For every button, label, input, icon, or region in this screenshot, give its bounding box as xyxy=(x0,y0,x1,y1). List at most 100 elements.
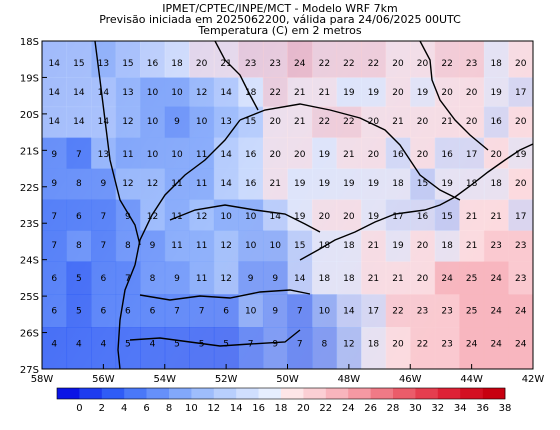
temp-cell xyxy=(410,294,436,328)
temp-value: 20 xyxy=(417,274,429,284)
temp-value: 10 xyxy=(147,88,159,98)
temp-value: 5 xyxy=(125,339,131,349)
colorbar-swatch xyxy=(258,388,282,399)
temp-cell xyxy=(459,77,485,108)
temp-value: 14 xyxy=(49,88,61,98)
temp-cell xyxy=(262,106,288,139)
temp-value: 15 xyxy=(122,59,133,69)
temp-cell xyxy=(66,77,92,108)
temp-cell xyxy=(189,199,215,232)
temp-cell xyxy=(213,137,239,170)
temp-cell xyxy=(42,199,68,232)
temp-value: 12 xyxy=(220,274,231,284)
colorbar-label: 0 xyxy=(76,403,82,414)
colorbar-label: 34 xyxy=(454,403,467,414)
temp-value: 17 xyxy=(515,212,526,222)
temp-cell xyxy=(336,294,362,328)
temp-cell xyxy=(508,294,533,328)
temp-value: 15 xyxy=(294,241,305,251)
temp-cell xyxy=(483,294,509,328)
temp-value: 10 xyxy=(171,88,183,98)
temp-value: 20 xyxy=(466,117,478,127)
temp-cell xyxy=(189,261,215,295)
temp-value: 7 xyxy=(101,241,107,251)
lat-tick-label: 25S xyxy=(20,292,39,303)
temp-value: 20 xyxy=(466,88,478,98)
map-title-line1: IPMET/CPTEC/INPE/MCT - Modelo WRF 7km xyxy=(162,2,398,15)
temp-value: 8 xyxy=(76,179,82,189)
colorbar-swatch xyxy=(437,388,461,399)
temp-cell xyxy=(91,168,117,201)
temp-value: 5 xyxy=(174,339,180,349)
temp-value: 21 xyxy=(294,88,305,98)
temp-value: 10 xyxy=(220,212,232,222)
temp-value: 14 xyxy=(73,88,85,98)
temp-value: 18 xyxy=(441,241,453,251)
temp-value: 16 xyxy=(490,117,502,127)
colorbar-label: 8 xyxy=(166,403,172,414)
temp-value: 11 xyxy=(196,179,207,189)
temp-cell xyxy=(42,137,68,170)
temp-value: 22 xyxy=(368,59,379,69)
temp-cell xyxy=(361,261,387,295)
temp-cell xyxy=(385,261,411,295)
temp-cell xyxy=(336,77,362,108)
temp-cell xyxy=(312,168,338,201)
temp-value: 6 xyxy=(223,307,229,317)
temp-value: 20 xyxy=(269,117,281,127)
colorbar-label: 14 xyxy=(230,403,243,414)
temp-cell xyxy=(213,230,239,262)
temp-value: 9 xyxy=(248,274,254,284)
temp-cell xyxy=(312,77,338,108)
temp-value: 10 xyxy=(269,241,281,251)
lon-tick-label: 44W xyxy=(460,374,483,385)
temp-cell xyxy=(238,261,264,295)
colorbar-swatch xyxy=(169,388,192,399)
temp-value: 16 xyxy=(417,212,429,222)
temp-value: 22 xyxy=(343,117,354,127)
temp-value: 8 xyxy=(76,241,82,251)
temp-value: 9 xyxy=(101,179,107,189)
colorbar-swatch xyxy=(370,388,394,399)
temp-value: 11 xyxy=(122,150,133,160)
temp-cell xyxy=(164,77,190,108)
lat-tick-label: 26S xyxy=(20,329,39,340)
temp-value: 17 xyxy=(368,307,379,317)
temp-cell xyxy=(262,137,288,170)
temp-value: 24 xyxy=(466,339,478,349)
temp-cell xyxy=(42,106,68,139)
temp-cell xyxy=(336,199,362,232)
temp-cell xyxy=(189,41,215,78)
temp-value: 15 xyxy=(73,59,84,69)
temp-value: 20 xyxy=(417,241,429,251)
temp-value: 18 xyxy=(490,59,502,69)
temp-cell xyxy=(262,77,288,108)
temp-value: 20 xyxy=(417,59,429,69)
temp-cell xyxy=(508,137,533,170)
temp-value: 18 xyxy=(343,241,355,251)
temp-value: 5 xyxy=(223,339,229,349)
temp-cell xyxy=(361,77,387,108)
state-borders xyxy=(94,41,533,369)
temp-value: 14 xyxy=(220,179,232,189)
temp-cell xyxy=(385,294,411,328)
temp-value: 6 xyxy=(51,274,57,284)
temp-cell xyxy=(238,41,264,78)
temp-cell xyxy=(140,230,166,262)
temp-value: 19 xyxy=(368,179,380,189)
temp-cell xyxy=(483,261,509,295)
temp-cell xyxy=(213,106,239,139)
temp-cell xyxy=(410,168,436,201)
temp-cell xyxy=(140,294,166,328)
colorbar-label: 22 xyxy=(319,403,332,414)
temp-cell xyxy=(238,230,264,262)
temp-cell xyxy=(459,106,485,139)
temp-value: 9 xyxy=(150,241,156,251)
temp-value: 19 xyxy=(441,179,453,189)
temp-value: 19 xyxy=(392,241,404,251)
temp-cell xyxy=(262,261,288,295)
temp-cell xyxy=(42,261,68,295)
temp-value: 19 xyxy=(343,179,355,189)
temp-value: 11 xyxy=(171,241,182,251)
temp-cell xyxy=(189,327,215,369)
